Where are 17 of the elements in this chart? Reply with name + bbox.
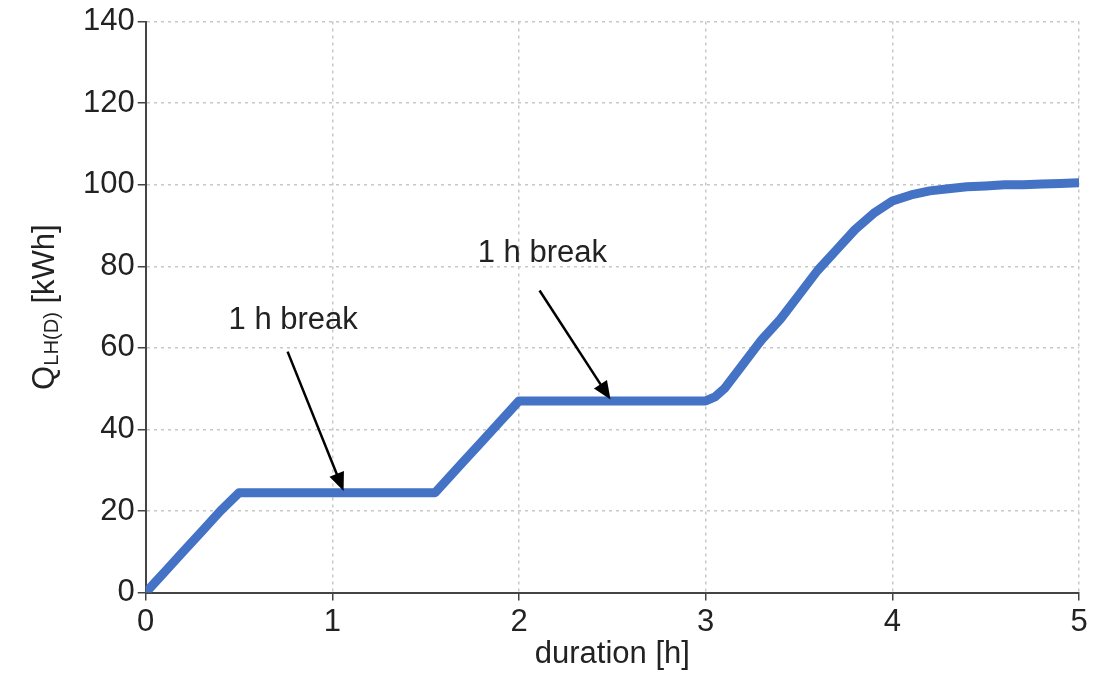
x-tick-label: 4 xyxy=(883,602,901,638)
x-axis-title: duration [h] xyxy=(534,634,690,670)
y-axis-title: QLH(D) [kWh] xyxy=(25,224,63,390)
y-tick-label: 120 xyxy=(82,83,135,119)
y-tick-label: 140 xyxy=(82,2,135,38)
x-tick-label: 1 xyxy=(323,602,341,638)
y-tick-label: 60 xyxy=(100,328,135,364)
y-tick-label: 80 xyxy=(100,246,135,282)
x-tick-label: 5 xyxy=(1070,602,1088,638)
x-tick-label: 2 xyxy=(510,602,528,638)
y-tick-label: 40 xyxy=(100,410,135,445)
annotation: 1 h break xyxy=(228,300,359,336)
annotation: 1 h break xyxy=(477,233,608,269)
y-tick-label: 100 xyxy=(82,165,135,201)
x-tick-label: 3 xyxy=(697,602,715,638)
y-tick-label: 0 xyxy=(117,573,135,609)
y-tick-label: 20 xyxy=(100,491,135,527)
